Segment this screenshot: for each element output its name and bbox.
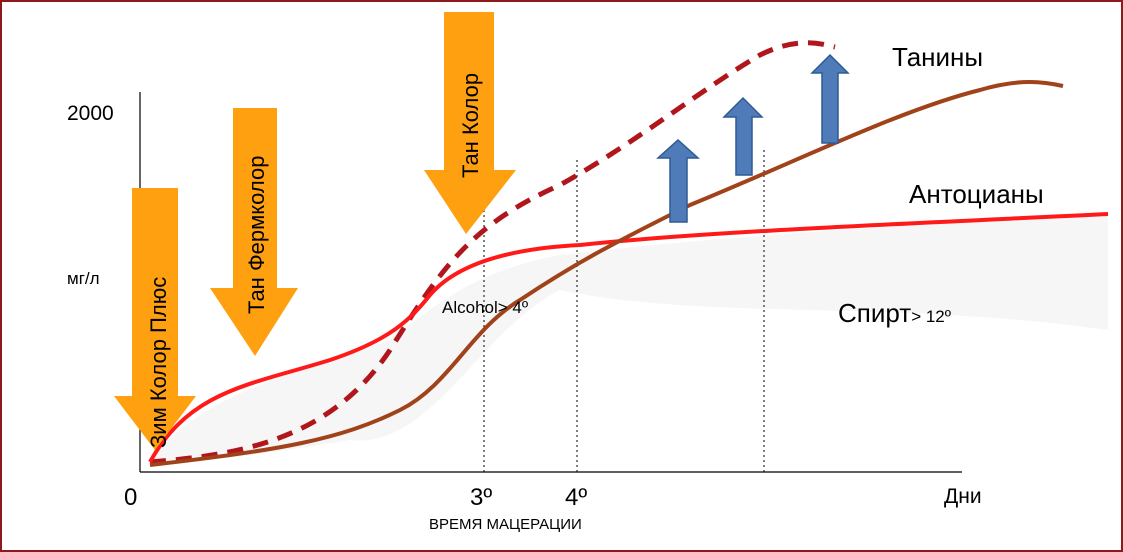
anthocyanins-label: Антоцианы: [909, 179, 1044, 209]
tannins-label: Танины: [892, 42, 983, 72]
x-axis-caption: ВРЕМЯ МАЦЕРАЦИИ: [429, 516, 582, 533]
alcohol-early-label: Alcohol> 4º: [442, 298, 528, 317]
product-arrow-tan-kolor: Тан Колор: [424, 12, 516, 234]
product-arrow-zim-kolor: Зим Колор Плюс: [114, 188, 196, 450]
y-max-tick: 2000: [67, 102, 114, 125]
product-label-tan-kolor: Тан Колор: [458, 73, 483, 178]
y-axis-label: мг/л: [67, 269, 100, 288]
blue-arrow-2: [722, 96, 764, 176]
shaded-area: [150, 214, 1108, 462]
product-label-zim-kolor: Зим Колор Плюс: [146, 277, 171, 448]
blue-arrow-3: [810, 53, 850, 144]
x-tick-3: 3º: [470, 484, 492, 511]
product-arrow-tan-fermkolor: Тан Фермколор: [210, 108, 298, 356]
alcohol-late-suffix: > 12º: [911, 307, 951, 326]
tannins-curve: [149, 80, 1064, 467]
x-tick-4: 4º: [565, 484, 587, 511]
x-origin-label: 0: [124, 484, 137, 511]
alcohol-late-main: Спирт: [838, 298, 911, 328]
alcohol-late-label: Спирт> 12º: [838, 298, 951, 328]
blue-arrow-1: [656, 138, 700, 223]
anthocyanins-curve: [148, 212, 1109, 463]
product-label-tan-fermkolor: Тан Фермколор: [244, 156, 269, 314]
x-unit-label: Дни: [944, 485, 982, 508]
tannins-dashed-curve: [149, 40, 836, 465]
